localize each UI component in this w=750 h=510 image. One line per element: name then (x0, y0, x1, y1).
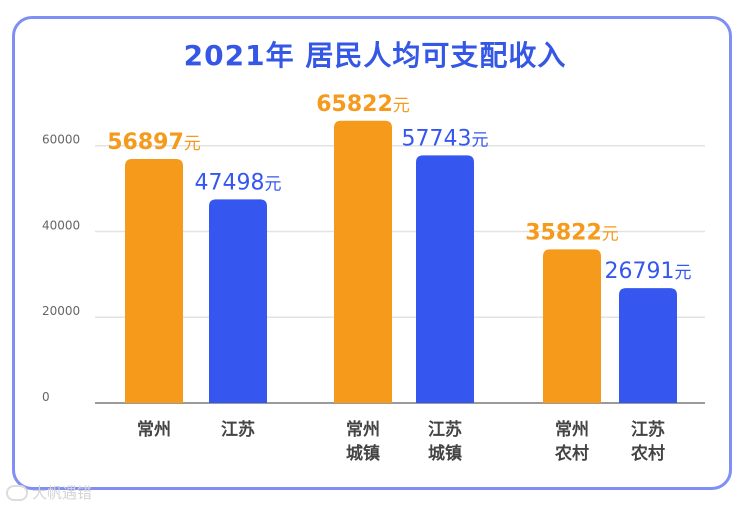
x-tick-label: 常州 (346, 419, 380, 440)
x-tick-label: 常州 (137, 419, 171, 440)
value-label: 56897元 (107, 130, 201, 155)
value-label: 47498元 (195, 170, 282, 195)
bar (619, 288, 677, 403)
bar (334, 120, 392, 403)
watermark: 大帆遇错 (6, 482, 92, 503)
y-tick-label: 40000 (42, 218, 80, 232)
x-tick-label: 农村 (630, 443, 665, 464)
value-label: 65822元 (316, 92, 410, 117)
x-tick-label: 江苏 (221, 419, 255, 440)
bar (416, 155, 474, 403)
value-label: 57743元 (402, 126, 489, 151)
x-tick-label: 城镇 (346, 443, 380, 464)
bar (209, 199, 267, 403)
x-tick-label: 农村 (554, 443, 589, 464)
x-tick-label: 城镇 (428, 443, 462, 464)
value-label: 26791元 (605, 259, 692, 284)
y-tick-label: 60000 (42, 133, 80, 147)
y-tick-label: 20000 (42, 304, 80, 318)
watermark-text: 大帆遇错 (32, 484, 93, 502)
bar (125, 159, 183, 403)
y-tick-label: 0 (42, 390, 50, 404)
value-label: 35822元 (525, 220, 619, 245)
x-tick-label: 江苏 (631, 419, 665, 440)
x-tick-label: 常州 (555, 419, 589, 440)
watermark-logo-icon (6, 484, 28, 501)
chart-title: 2021年 居民人均可支配收入 (183, 39, 567, 72)
x-tick-label: 江苏 (428, 419, 462, 440)
bar (543, 249, 601, 403)
